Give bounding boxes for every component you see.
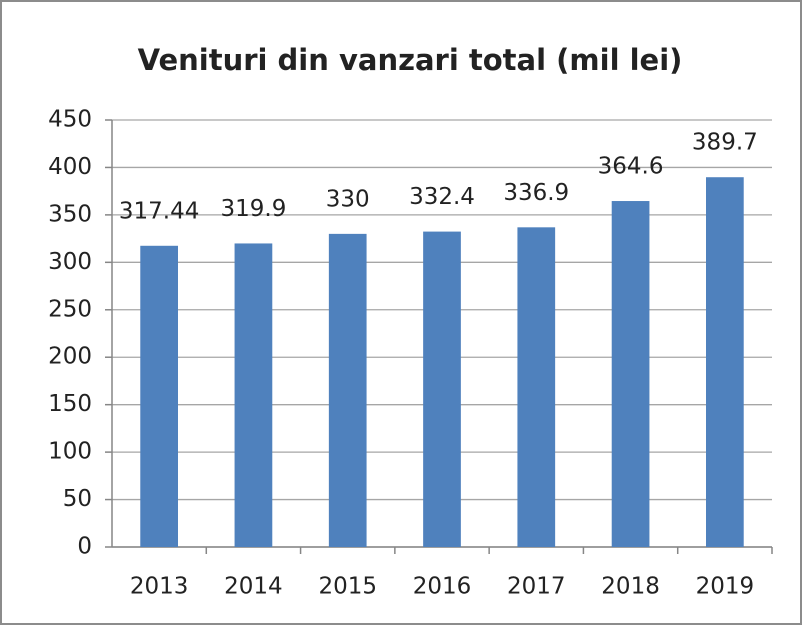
data-label: 330 [326, 186, 370, 212]
data-label: 317.44 [119, 198, 199, 224]
x-tick-label: 2014 [224, 574, 283, 600]
x-tick-label: 2017 [507, 574, 566, 600]
bar [611, 201, 650, 548]
x-tick-label: 2018 [601, 574, 660, 600]
x-tick-label: 2019 [696, 574, 755, 600]
x-tick-label: 2016 [413, 574, 472, 600]
bar [328, 233, 367, 547]
bar [706, 177, 744, 547]
data-label: 389.7 [692, 130, 758, 156]
y-tick-label: 350 [48, 201, 92, 227]
bar [423, 231, 461, 547]
y-tick-label: 400 [48, 154, 92, 180]
y-tick-label: 200 [48, 344, 92, 370]
y-tick-label: 150 [48, 391, 92, 417]
x-tick-label: 2013 [130, 574, 189, 600]
y-tick-label: 50 [63, 486, 92, 512]
data-label: 336.9 [503, 180, 569, 206]
y-tick-label: 0 [77, 534, 92, 560]
chart-title: Venituri din vanzari total (mil lei) [138, 43, 683, 77]
data-label: 364.6 [598, 154, 664, 180]
bar [517, 227, 556, 547]
y-tick-label: 100 [48, 439, 92, 465]
data-label: 332.4 [409, 184, 475, 210]
bar [140, 245, 178, 547]
x-tick-label: 2015 [318, 574, 377, 600]
y-tick-label: 450 [48, 107, 92, 133]
y-tick-label: 250 [48, 296, 92, 322]
bar [234, 243, 273, 547]
data-label: 319.9 [220, 196, 286, 222]
y-tick-label: 300 [48, 249, 92, 275]
